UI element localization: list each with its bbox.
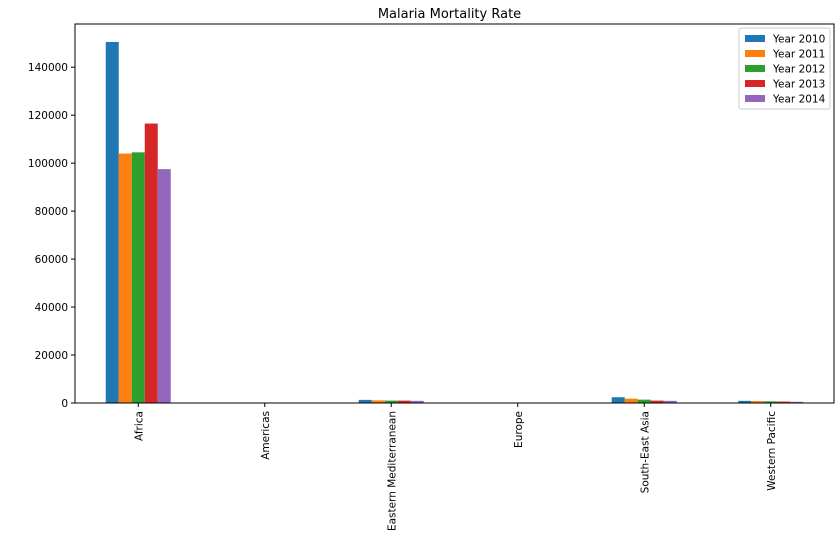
legend-swatch (745, 35, 765, 42)
x-tick-label: Americas (260, 411, 272, 460)
x-tick-label: Eastern Mediterranean (386, 411, 398, 531)
legend-label: Year 2011 (772, 49, 825, 61)
x-tick-label: Africa (133, 411, 145, 441)
y-tick-label: 0 (61, 398, 68, 410)
bar-south-east-asia-year-2012 (638, 400, 651, 403)
y-tick-label: 60000 (35, 254, 68, 266)
y-tick-label: 80000 (35, 206, 68, 218)
bar-africa-year-2013 (145, 124, 158, 403)
bar-africa-year-2012 (132, 152, 145, 403)
legend: Year 2010 Year 2011 Year 2012 Year 2013 Year… (739, 28, 830, 109)
x-tick-label: South-East Asia (639, 411, 651, 493)
bar-south-east-asia-year-2010 (612, 397, 625, 403)
legend-swatch (745, 65, 765, 72)
bar-south-east-asia-year-2011 (625, 399, 638, 403)
legend-label: Year 2014 (772, 94, 826, 106)
legend-swatch (745, 50, 765, 57)
x-tick-label: Europe (513, 411, 525, 448)
y-tick-label: 140000 (28, 62, 68, 74)
legend-label: Year 2012 (772, 64, 825, 76)
y-tick-label: 40000 (35, 302, 68, 314)
legend-label: Year 2013 (772, 79, 825, 91)
y-tick-label: 120000 (28, 110, 68, 122)
bar-africa-year-2014 (158, 169, 171, 403)
x-tick-label: Western Pacific (766, 411, 778, 491)
legend-label: Year 2010 (772, 34, 825, 46)
bar-africa-year-2011 (119, 154, 132, 403)
bar-africa-year-2010 (106, 42, 119, 403)
y-tick-label: 20000 (35, 350, 68, 362)
y-tick-label: 100000 (28, 158, 68, 170)
plot-frame (75, 24, 834, 403)
legend-swatch (745, 95, 765, 102)
legend-swatch (745, 80, 765, 87)
plot-area: 0 20000 40000 60000 80000 100000 120000 140000 A… (28, 24, 834, 531)
chart-title: Malaria Mortality Rate (378, 7, 521, 22)
